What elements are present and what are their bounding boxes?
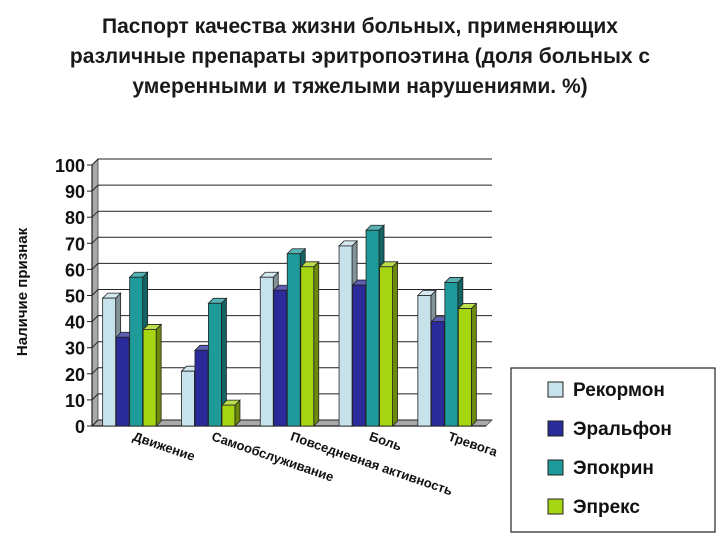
gridline-depth (91, 289, 99, 296)
bar (220, 399, 241, 427)
x-category-label: Движение (131, 429, 197, 464)
chart-legend: Рекормон Эральфон Эпокрин Эпрекс (510, 367, 716, 533)
y-tick-label: 10 (65, 391, 85, 411)
bar-front (142, 329, 157, 427)
gridline-depth (91, 393, 99, 401)
bar-side (155, 323, 162, 427)
bar (207, 297, 228, 427)
gridline-depth (91, 210, 99, 218)
y-tick-label: 50 (65, 287, 85, 307)
bar-front (115, 336, 130, 427)
chart-back-top (92, 159, 492, 165)
bar-front (221, 404, 236, 427)
bar-front (338, 245, 353, 427)
legend-label: Рекормон (573, 380, 665, 401)
bar-front (444, 282, 459, 427)
bar-front (129, 276, 144, 427)
y-tick-label: 90 (65, 182, 85, 202)
bar-front (352, 284, 366, 427)
gridline-depth (91, 341, 99, 349)
bar-front (259, 276, 274, 427)
bar-side (470, 302, 477, 427)
y-tick-label: 60 (65, 260, 85, 280)
legend-label: Эпокрин (573, 458, 654, 479)
gridline-depth (91, 184, 99, 192)
x-category-label: Тревога (446, 429, 500, 460)
bar-front (430, 321, 445, 427)
legend-swatch (547, 459, 564, 476)
chart-title-line-1: Паспорт качества жизни больных, применяю… (102, 15, 618, 38)
bar-side (392, 260, 398, 427)
y-tick-label: 30 (65, 339, 85, 359)
chart-title-line-3: умеренными и тяжелыми нарушениями. %) (132, 75, 588, 98)
bar-front (194, 349, 209, 427)
bar (378, 260, 399, 427)
bar (299, 260, 320, 427)
y-tick-label: 100 (55, 156, 85, 176)
bar-side (313, 260, 320, 427)
legend-box (510, 367, 716, 533)
legend-swatch (547, 381, 564, 398)
chart-title-line-2: различные препараты эритропоэтина (доля … (69, 45, 651, 68)
gridline-depth (91, 419, 99, 427)
gridline-depth (91, 236, 99, 244)
bar-front (208, 302, 222, 427)
chart-bars (101, 224, 478, 427)
y-tick-label: 20 (65, 365, 85, 385)
bar-front (300, 266, 315, 427)
gridline-depth (91, 263, 99, 270)
y-tick-label: 40 (65, 313, 85, 333)
bar-front (365, 229, 380, 427)
bar-front (102, 297, 117, 427)
gridline-depth (91, 367, 99, 375)
bar-front (379, 266, 393, 427)
y-axis-label: Наличие признак (14, 227, 31, 356)
legend-label: Эпрекс (573, 497, 640, 518)
bar-front (457, 308, 472, 427)
legend-swatch (547, 420, 564, 437)
bar-front (417, 295, 432, 427)
legend-swatch (547, 498, 564, 515)
bar-front (273, 289, 288, 427)
bar-front (181, 370, 195, 427)
y-tick-label: 80 (65, 208, 85, 228)
legend-label: Эральфон (573, 419, 672, 440)
bar (142, 323, 163, 427)
chart-title: Паспорт качества жизни больных, применяю… (0, 12, 720, 102)
y-tick-label: 0 (75, 417, 85, 437)
x-category-label: Боль (367, 429, 403, 454)
bar-front (286, 253, 301, 427)
bar (457, 302, 478, 427)
gridline-depth (91, 158, 99, 166)
y-tick-label: 70 (65, 234, 85, 254)
gridline-depth (91, 315, 99, 322)
